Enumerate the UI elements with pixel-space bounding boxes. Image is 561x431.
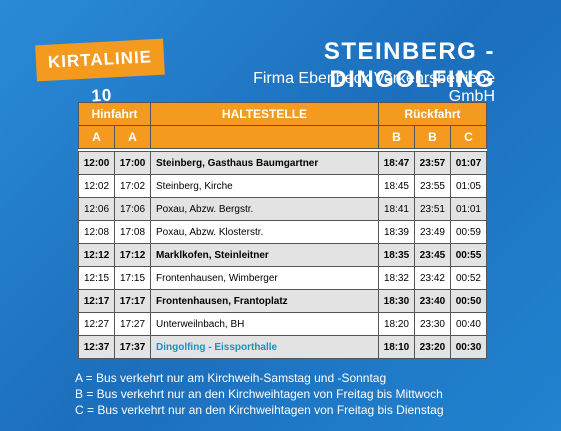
time-cell: 12:15: [78, 266, 115, 290]
time-cell: 17:17: [114, 289, 151, 313]
footnote: B = Bus verkehrt nur an den Kirchweihtag…: [75, 387, 443, 401]
stop-name: Poxau, Abzw. Bergstr.: [150, 197, 379, 221]
time-cell: 17:06: [114, 197, 151, 221]
stop-name: Unterweilnbach, BH: [150, 312, 379, 336]
stop-name: Steinberg, Gasthaus Baumgartner: [150, 151, 379, 175]
time-cell: 23:49: [413, 220, 451, 244]
time-cell: 12:27: [78, 312, 115, 336]
timetable: Hinfahrt HALTESTELLE Rückfahrt A A B B C 12:00 17…: [78, 102, 488, 359]
time-cell: 12:12: [78, 243, 115, 267]
time-cell: 23:57: [413, 151, 451, 175]
time-cell: 17:00: [114, 151, 151, 175]
time-cell: 17:27: [114, 312, 151, 336]
time-cell: 00:40: [449, 312, 488, 336]
subtitle: Firma Ebenbeck Verkehrsbetriebe GmbH: [253, 70, 495, 105]
time-cell: 23:51: [413, 197, 451, 221]
time-cell: 23:42: [413, 266, 451, 290]
time-cell: 18:41: [377, 197, 415, 221]
footnote: A = Bus verkehrt nur am Kirchweih-Samsta…: [75, 371, 387, 385]
title: STEINBERG - DINGOLFING: [323, 38, 495, 93]
time-cell: 17:15: [114, 266, 151, 290]
timetable-row: 12:00 17:00 Steinberg, Gasthaus Baumgartne…: [78, 151, 488, 175]
line-badge: KIRTALINIE 10: [35, 38, 165, 105]
stop-name: Frontenhausen, Wimberger: [150, 266, 379, 290]
stop-name: Dingolfing - Eissporthalle: [150, 335, 379, 359]
timetable-row: 12:15 17:15 Frontenhausen, Wimberger 18:32 2…: [78, 266, 488, 290]
time-cell: 12:37: [78, 335, 115, 359]
time-cell: 00:55: [449, 243, 488, 267]
timetable-row: 12:08 17:08 Poxau, Abzw. Klosterstr. 18:39 2…: [78, 220, 488, 244]
subheader-cell: A: [114, 125, 151, 149]
stop-name: Steinberg, Kirche: [150, 174, 379, 198]
footnote: C = Bus verkehrt nur an den Kirchweihtag…: [75, 403, 444, 417]
footnotes: A = Bus verkehrt nur am Kirchweih-Samsta…: [75, 370, 444, 418]
time-cell: 23:20: [413, 335, 451, 359]
time-cell: 17:02: [114, 174, 151, 198]
timetable-row: 12:06 17:06 Poxau, Abzw. Bergstr. 18:41 23:5…: [78, 197, 488, 221]
time-cell: 18:47: [377, 151, 415, 175]
timetable-row: 12:02 17:02 Steinberg, Kirche 18:45 23:55 01:…: [78, 174, 488, 198]
time-cell: 18:39: [377, 220, 415, 244]
subheader-cell: [150, 125, 379, 149]
group-header: Rückfahrt: [377, 102, 488, 126]
time-cell: 00:30: [449, 335, 488, 359]
time-cell: 23:45: [413, 243, 451, 267]
time-cell: 01:01: [449, 197, 488, 221]
time-cell: 18:30: [377, 289, 415, 313]
subheader-cell: B: [377, 125, 415, 149]
timetable-row: 12:12 17:12 Marklkofen, Steinleitner 18:35 2…: [78, 243, 488, 267]
time-cell: 17:12: [114, 243, 151, 267]
timetable-row: 12:37 17:37 Dingolfing - Eissporthalle 18:1…: [78, 335, 488, 359]
time-cell: 23:30: [413, 312, 451, 336]
time-cell: 18:45: [377, 174, 415, 198]
time-cell: 12:00: [78, 151, 115, 175]
subheader-cell: A: [78, 125, 115, 149]
time-cell: 12:06: [78, 197, 115, 221]
time-cell: 17:08: [114, 220, 151, 244]
time-cell: 18:10: [377, 335, 415, 359]
stop-name: Marklkofen, Steinleitner: [150, 243, 379, 267]
time-cell: 23:40: [413, 289, 451, 313]
time-cell: 18:20: [377, 312, 415, 336]
time-cell: 12:02: [78, 174, 115, 198]
time-cell: 00:52: [449, 266, 488, 290]
time-cell: 23:55: [413, 174, 451, 198]
group-header: Hinfahrt: [78, 102, 151, 126]
time-cell: 01:07: [449, 151, 488, 175]
subheader-cell: C: [449, 125, 488, 149]
time-cell: 17:37: [114, 335, 151, 359]
timetable-row: 12:17 17:17 Frontenhausen, Frantoplatz 18:3…: [78, 289, 488, 313]
time-cell: 00:50: [449, 289, 488, 313]
time-cell: 00:59: [449, 220, 488, 244]
stop-name: Poxau, Abzw. Klosterstr.: [150, 220, 379, 244]
header-row: Hinfahrt HALTESTELLE Rückfahrt: [78, 102, 488, 126]
time-cell: 01:05: [449, 174, 488, 198]
time-cell: 18:35: [377, 243, 415, 267]
time-cell: 12:08: [78, 220, 115, 244]
group-header: HALTESTELLE: [150, 102, 379, 126]
time-cell: 18:32: [377, 266, 415, 290]
timetable-row: 12:27 17:27 Unterweilnbach, BH 18:20 23:30 00…: [78, 312, 488, 336]
subheader-cell: B: [413, 125, 451, 149]
time-cell: 12:17: [78, 289, 115, 313]
stop-name: Frontenhausen, Frantoplatz: [150, 289, 379, 313]
